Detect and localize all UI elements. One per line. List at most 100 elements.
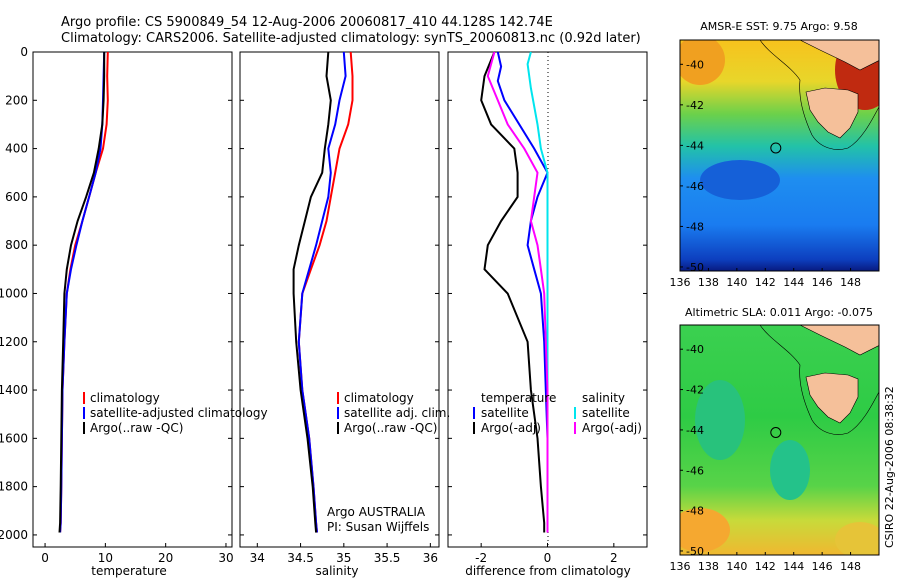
x-tick-label: 148 [840,276,861,289]
x-tick-label: 146 [812,560,833,573]
argo-position-marker [770,142,782,154]
y-tick-label: -50 [686,545,704,558]
y-tick-label: 200 [5,93,28,107]
high-patch [680,508,730,552]
map-frame [679,324,880,556]
x-tick-label: 34.5 [287,551,314,565]
mainland-coast [770,40,879,71]
salinity-panel: 34 34.5 35 35.5 36 salinity climatology sate… [239,51,450,578]
warm-patch [680,40,725,85]
y-tick-label: 600 [5,190,28,204]
legend-label: climatology [90,391,160,405]
y-tick-label: -46 [686,464,704,477]
argo-position-marker [770,426,782,438]
header-line2: Climatology: CARS2006. Satellite-adjuste… [61,31,641,46]
x-tick-label: 138 [698,276,719,289]
sla-map: Altimetric SLA: 0.011 Argo: -0.075 136 13… [670,306,880,573]
y-tick-label: 1200 [0,335,28,349]
y-tick-label: -44 [686,139,704,152]
y-tick-label: -42 [686,384,704,397]
y-tick-label: 1400 [0,383,28,397]
legend-label: Argo(..raw -QC) [344,421,437,435]
x-tick-label: 136 [670,276,691,289]
y-tick-label: -48 [686,505,704,518]
legend-label: satellite-adjusted climatology [90,406,268,420]
series-line [58,52,106,533]
x-tick-label: 142 [755,276,776,289]
shelf-contour [759,325,879,435]
x-tick-label: 144 [783,560,804,573]
timestamp-label: CSIRO 22-Aug-2006 08:38:32 [883,386,896,548]
tasmania-island [805,87,859,139]
x-axis-label: salinity [315,564,358,578]
y-tick-label: 1800 [0,480,28,494]
y-tick-label: -46 [686,180,704,193]
x-tick-label: 0 [544,551,552,565]
legend: climatology satellite-adjusted climatolo… [83,391,268,435]
x-tick-label: 140 [726,276,747,289]
y-tick-label: -42 [686,99,704,112]
temperature-panel: 0 10 20 30 0 200 400 600 800 1000 1200 1400 1600 1800… [0,45,268,578]
x-tick-label: 140 [726,560,747,573]
legend-label: satellite [481,406,529,420]
y-tick-label: 1000 [0,286,28,300]
series-line [297,51,354,533]
annotation-line2: PI: Susan Wijffels [327,520,429,534]
legend-label: satellite adj. clim. [344,406,450,420]
legend-label: Argo(-adj) [582,421,642,435]
y-tick-label: 1600 [0,431,28,445]
x-axis-label: difference from climatology [465,564,631,578]
legend-heading-salinity: salinity [582,391,625,405]
y-tick-label: -40 [686,343,704,356]
y-tick-label: -48 [686,220,704,233]
annotation-line1: Argo AUSTRALIA [327,505,426,519]
low-patch [770,440,810,500]
sst-map: AMSR-E SST: 9.75 Argo: 9.58 136 138 140 142… [670,20,880,289]
x-tick-label: 35.5 [374,551,401,565]
x-tick-label: 10 [98,551,113,565]
x-tick-label: 20 [158,551,173,565]
y-tick-label: 0 [20,45,28,59]
legend-label: climatology [344,391,414,405]
shelf-contour [759,40,879,150]
plot-frame [32,51,233,548]
x-tick-label: 142 [755,560,776,573]
legend-label: satellite [582,406,630,420]
x-tick-label: 136 [670,560,691,573]
x-tick-label: 144 [783,276,804,289]
x-tick-label: 35 [336,551,351,565]
x-tick-label: 0 [41,551,49,565]
map-title: AMSR-E SST: 9.75 Argo: 9.58 [700,20,858,33]
x-tick-label: 34 [250,551,265,565]
y-tick-label: 2000 [0,528,28,542]
high-patch [835,522,879,555]
y-tick-label: 800 [5,238,28,252]
x-axis-label: temperature [91,564,166,578]
tasmania-island [805,372,859,424]
series-line [480,51,546,533]
cold-patch [700,160,780,200]
map-title: Altimetric SLA: 0.011 Argo: -0.075 [685,306,873,319]
series-line [297,51,347,533]
y-tick-label: -40 [686,58,704,71]
map-frame [679,39,880,272]
legend-label: Argo(..raw -QC) [90,421,183,435]
difference-panel: -2 0 2 difference from climatology tempera… [447,51,648,578]
low-patch [695,380,745,460]
legend-heading-temperature: temperature [481,391,556,405]
x-tick-label: 2 [610,551,618,565]
legend: temperature satellite Argo(-adj) salinit… [473,391,642,435]
x-tick-label: 146 [812,276,833,289]
plot-frame [239,51,440,548]
y-tick-label: -44 [686,424,704,437]
series-line [59,51,106,533]
header-line1: Argo profile: CS 5900849_54 12-Aug-2006 … [61,15,553,30]
x-tick-label: 138 [698,560,719,573]
x-tick-label: -2 [475,551,487,565]
legend-label: Argo(-adj) [481,421,541,435]
legend: climatology satellite adj. clim. Argo(..… [337,391,450,435]
y-tick-label: 400 [5,142,28,156]
series-line [486,51,549,533]
y-tick-label: -50 [686,261,704,274]
